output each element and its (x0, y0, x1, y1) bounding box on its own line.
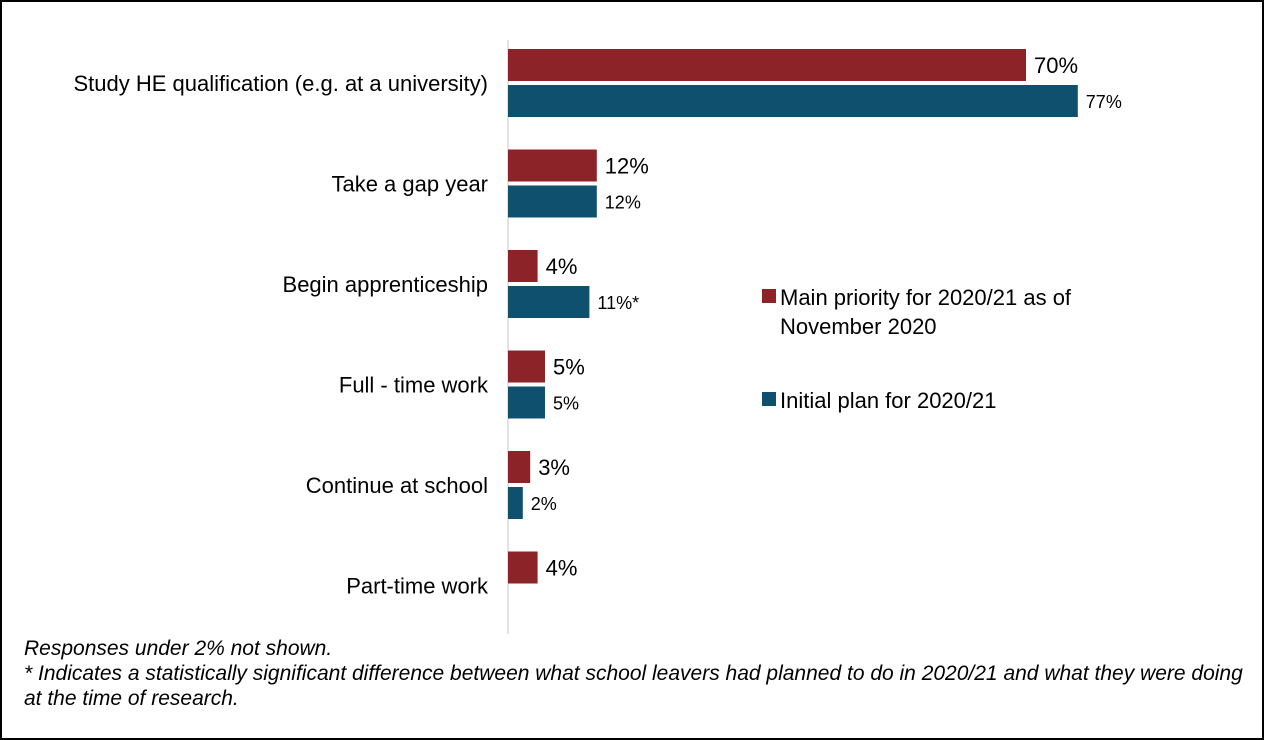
legend-swatch-main-priority (762, 289, 776, 303)
category-label-study-he-qualification-e-g-at-a-university: Study HE qualification (e.g. at a univer… (73, 71, 488, 96)
bar-main-priority-part-time-work (508, 551, 538, 584)
bar-initial-plan-continue-at-school (508, 487, 523, 519)
data-labels: 70% 77% 12% 12% 4% 11%* 5% 5% 3% 2% 4% (531, 53, 1122, 581)
data-label-initial-plan-begin-apprenticeship: 11%* (597, 293, 639, 313)
category-label-part-time-work: Part-time work (346, 574, 489, 599)
data-label-main-priority-study-he-qualification-e-g-at-a-university: 70% (1034, 53, 1078, 78)
data-label-main-priority-continue-at-school: 3% (538, 455, 570, 480)
data-label-initial-plan-full-time-work: 5% (553, 394, 579, 414)
bar-main-priority-continue-at-school (508, 451, 531, 483)
bar-main-priority-full-time-work (508, 350, 545, 383)
bar-initial-plan-full-time-work (508, 386, 545, 419)
data-label-initial-plan-take-a-gap-year: 12% (605, 193, 641, 213)
bar-main-priority-study-he-qualification-e-g-at-a-university (508, 49, 1026, 81)
data-label-main-priority-full-time-work: 5% (553, 355, 585, 380)
legend-label-main-priority-line-2: November 2020 (780, 314, 937, 339)
category-label-take-a-gap-year: Take a gap year (331, 172, 488, 197)
bars (508, 49, 1078, 584)
category-label-begin-apprenticeship: Begin apprenticeship (283, 272, 488, 297)
data-label-main-priority-part-time-work: 4% (546, 556, 578, 581)
footnotes: Responses under 2% not shown. * Indicate… (24, 636, 1254, 711)
footnote-small-responses: Responses under 2% not shown. (24, 637, 333, 660)
bar-main-priority-begin-apprenticeship (508, 250, 538, 282)
data-label-initial-plan-study-he-qualification-e-g-at-a-university: 77% (1086, 92, 1122, 112)
legend-label-main-priority-line-1: Main priority for 2020/21 as of (780, 285, 1072, 310)
category-label-continue-at-school: Continue at school (306, 473, 488, 498)
bar-main-priority-take-a-gap-year (508, 149, 597, 182)
bar-initial-plan-study-he-qualification-e-g-at-a-university (508, 85, 1078, 117)
legend-label-initial-plan-line-1: Initial plan for 2020/21 (780, 388, 997, 413)
data-label-main-priority-take-a-gap-year: 12% (605, 154, 649, 179)
footnote-significance: * Indicates a statistically significant … (24, 662, 1243, 710)
data-label-main-priority-begin-apprenticeship: 4% (546, 254, 578, 279)
bar-initial-plan-begin-apprenticeship (508, 286, 590, 318)
bar-initial-plan-take-a-gap-year (508, 185, 597, 218)
legend: Main priority for 2020/21 as of November … (762, 285, 1072, 413)
legend-swatch-initial-plan (762, 392, 776, 406)
category-label-full-time-work: Full - time work (339, 373, 489, 398)
data-label-initial-plan-continue-at-school: 2% (531, 494, 557, 514)
bar-chart: Study HE qualification (e.g. at a univer… (73, 40, 1122, 634)
category-labels: Study HE qualification (e.g. at a univer… (73, 71, 489, 599)
